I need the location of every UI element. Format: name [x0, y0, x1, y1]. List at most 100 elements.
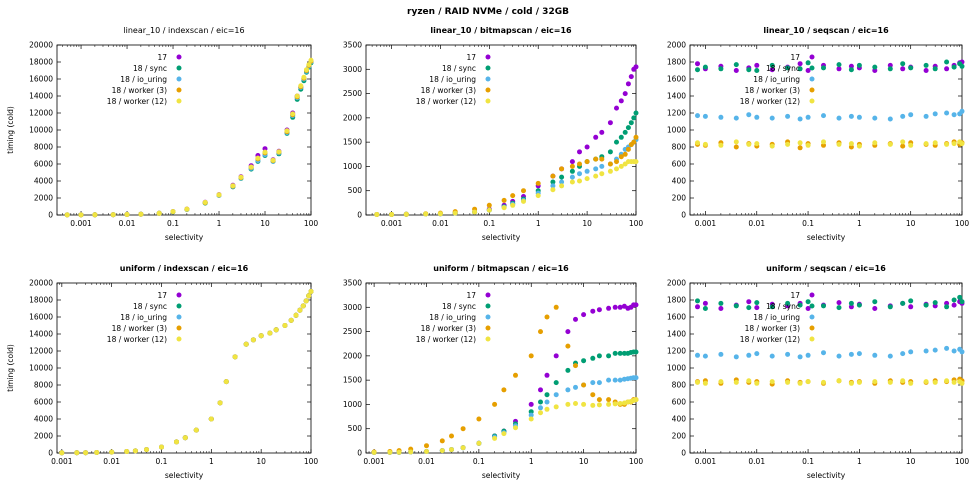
data-point [617, 401, 623, 406]
data-point [596, 353, 602, 359]
data-point [437, 211, 443, 217]
data-point [797, 302, 803, 308]
series-4 [59, 289, 314, 456]
x-tick-label: 0.01 [748, 219, 765, 228]
legend-label: 18 / worker (3) [745, 86, 801, 95]
y-tick-label: 4000 [34, 415, 53, 424]
data-point [754, 114, 760, 120]
series-5 [374, 159, 639, 217]
data-point [501, 387, 507, 393]
data-point [702, 380, 708, 386]
data-point [631, 139, 637, 145]
data-point [298, 83, 304, 89]
x-tick-label: 100 [629, 219, 644, 228]
legend-marker [176, 54, 182, 60]
y-tick-label: 1200 [667, 109, 686, 118]
data-point [577, 149, 582, 155]
data-point [769, 143, 775, 149]
chart-panels: linear_10 / indexscan / eic=160200040006… [6, 26, 969, 480]
data-point [64, 212, 70, 218]
legend-label: 18 / worker (12) [740, 335, 800, 344]
y-tick-label: 1200 [667, 347, 686, 356]
data-point [573, 401, 578, 406]
y-tick-label: 2000 [343, 351, 362, 360]
data-point [94, 450, 100, 455]
data-point [718, 66, 724, 72]
legend-marker [485, 292, 491, 298]
x-tick-label: 0.1 [156, 457, 168, 466]
data-point [836, 66, 842, 72]
data-point [848, 113, 854, 119]
data-point [553, 392, 559, 398]
x-axis-label: selectivity [482, 233, 521, 242]
y-tick-label: 1400 [667, 330, 686, 339]
data-point [836, 141, 842, 147]
data-point [606, 401, 612, 407]
series-3 [695, 345, 965, 360]
y-tick-label: 2500 [343, 89, 362, 98]
y-tick-label: 12000 [29, 347, 53, 356]
chart-panel-4: uniform / indexscan / eic=16 0 2000 4000 600… [6, 264, 318, 480]
x-tick-label: 0.01 [119, 219, 136, 228]
series-5 [695, 378, 965, 386]
data-point [593, 156, 599, 162]
x-tick-label: 0.1 [483, 219, 495, 228]
data-point [294, 93, 300, 99]
series-2 [695, 294, 965, 311]
data-point [170, 209, 176, 215]
data-point [625, 125, 631, 131]
legend-marker [485, 65, 491, 71]
x-tick-label: 10 [906, 457, 916, 466]
legend-label: 17 [466, 53, 476, 62]
y-tick-label: 12000 [29, 109, 53, 118]
data-point [695, 113, 700, 119]
data-point [746, 305, 752, 311]
legend-label: 17 [790, 53, 800, 62]
series-5 [371, 397, 639, 455]
legend-label: 18 / worker (3) [421, 86, 477, 95]
data-point [492, 401, 498, 407]
y-tick-label: 200 [672, 194, 687, 203]
data-point [900, 66, 906, 72]
plot-frame [689, 44, 963, 216]
data-point [856, 62, 862, 68]
data-point [957, 294, 963, 300]
y-tick-label: 400 [672, 415, 687, 424]
data-point [821, 303, 826, 309]
data-point [621, 350, 627, 356]
data-point [887, 141, 893, 147]
data-point [297, 307, 303, 313]
data-point [633, 159, 639, 165]
data-point [569, 179, 575, 185]
data-point [821, 65, 826, 71]
x-tick-label: 0.001 [695, 219, 717, 228]
data-point [612, 350, 618, 356]
y-tick-label: 10000 [29, 126, 53, 135]
series-5 [695, 139, 965, 149]
data-point [614, 105, 619, 111]
data-point [581, 401, 587, 407]
data-point [559, 166, 565, 172]
data-point [513, 372, 518, 378]
data-point [836, 115, 842, 121]
data-point [593, 173, 599, 179]
data-point [184, 206, 190, 212]
data-point [614, 159, 619, 165]
data-point [951, 297, 957, 303]
data-point [769, 67, 775, 73]
data-point [900, 139, 906, 145]
data-point [596, 397, 602, 403]
data-point [569, 168, 575, 174]
data-point [550, 187, 556, 193]
legend-marker [176, 292, 182, 298]
data-point [559, 174, 565, 180]
data-point [538, 405, 543, 411]
data-point [584, 144, 590, 150]
data-point [959, 63, 965, 69]
data-point [282, 323, 288, 328]
x-tick-label: 10 [582, 219, 592, 228]
data-point [550, 183, 556, 189]
data-point [932, 347, 938, 353]
legend-label: 18 / sync [766, 64, 800, 73]
data-point [593, 166, 599, 172]
